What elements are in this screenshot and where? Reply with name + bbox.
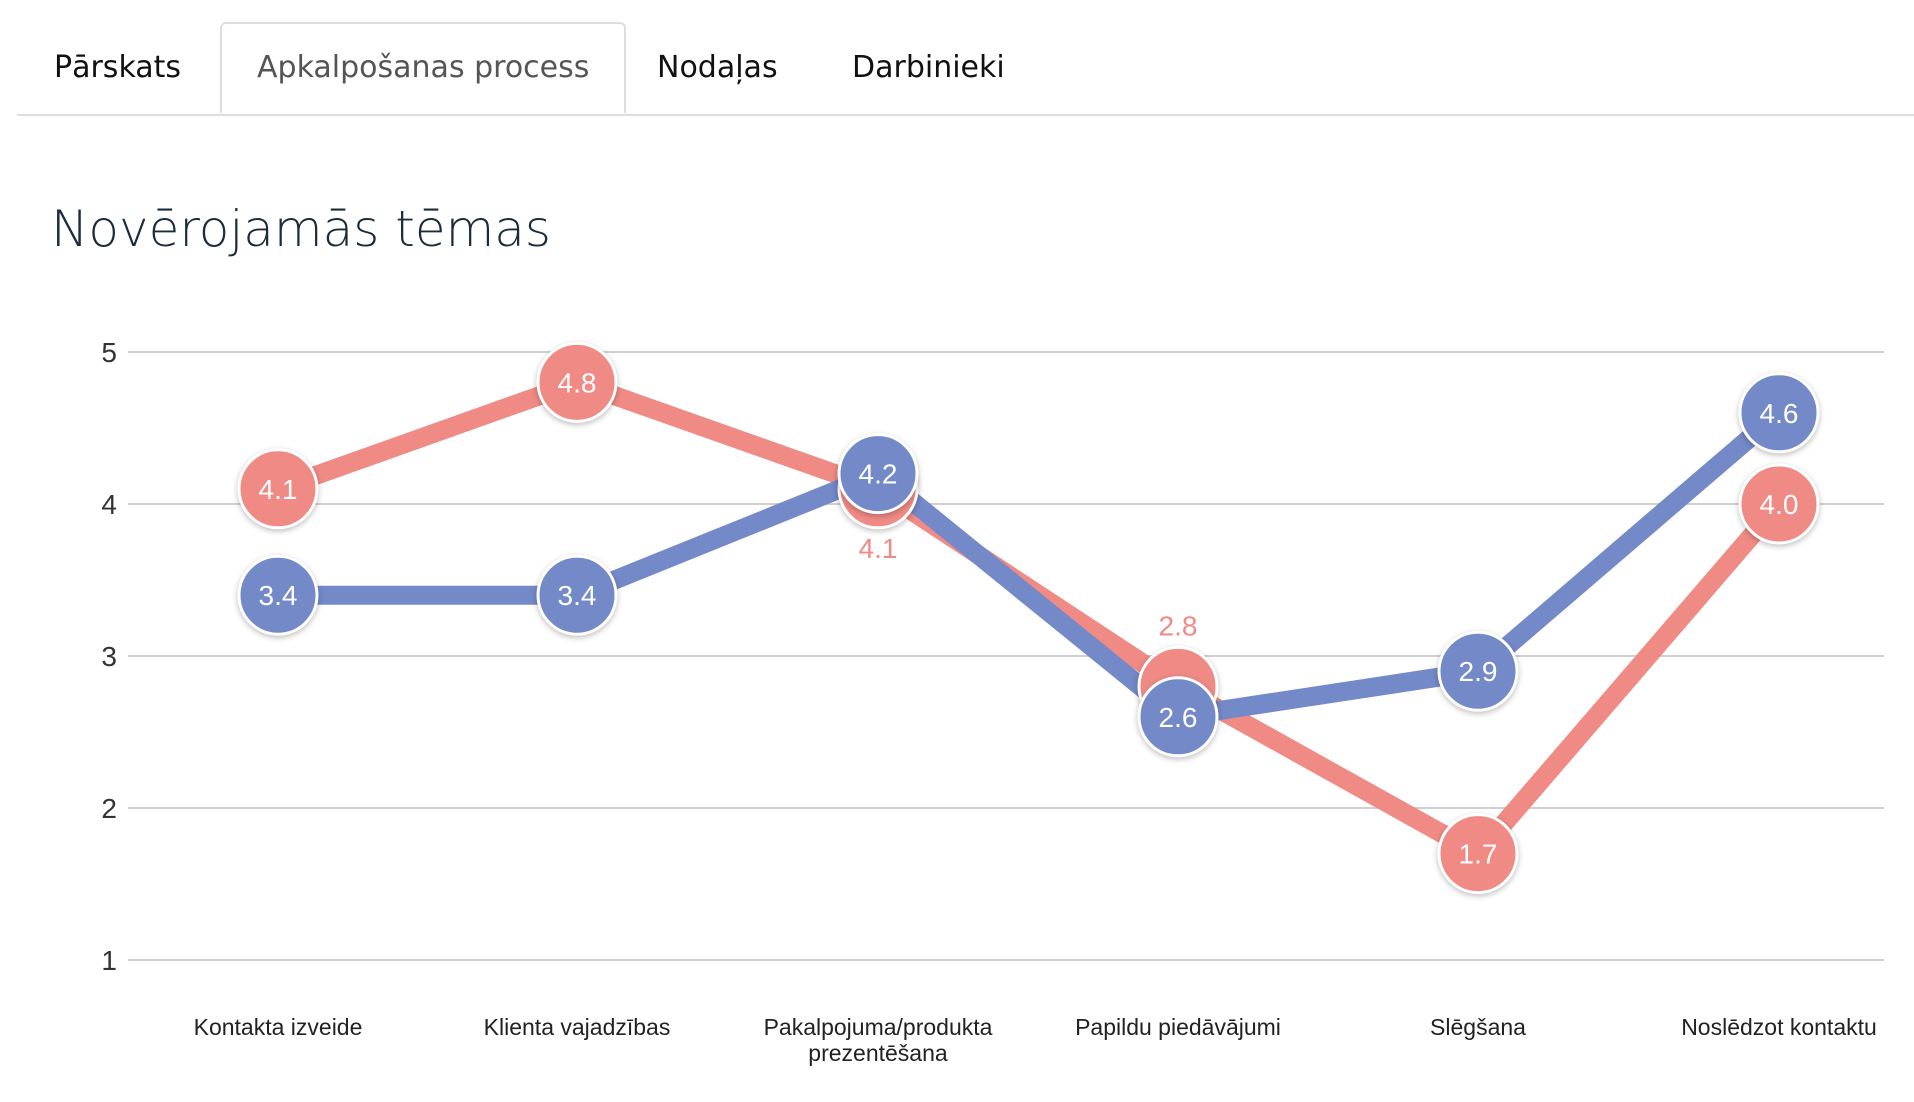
data-point <box>536 554 618 636</box>
x-tick-label: Slēgšana <box>1430 1014 1526 1040</box>
data-label: 4.8 <box>558 367 597 398</box>
chart-title: Novērojamās tēmas <box>51 200 551 258</box>
x-tick-label: Noslēdzot kontaktu <box>1681 1014 1877 1040</box>
data-label: 2.8 <box>1159 610 1198 641</box>
x-tick-label: Pakalpojuma/produkta <box>764 1014 993 1040</box>
y-tick-label: 1 <box>101 945 117 976</box>
data-label: 1.7 <box>1459 839 1498 870</box>
y-tick-label: 4 <box>101 489 117 520</box>
y-tick-label: 3 <box>101 641 117 672</box>
data-label: 4.1 <box>859 533 898 564</box>
series-line-1 <box>278 405 1786 727</box>
data-point <box>237 448 319 530</box>
data-point <box>536 341 618 423</box>
tab-apkalposanas-process[interactable]: Apkalpošanas process <box>220 22 627 114</box>
tab-bar: Pārskats Apkalpošanas process Nodaļas Da… <box>17 0 1914 116</box>
y-tick-label: 5 <box>101 337 117 368</box>
x-tick-label: prezentēšana <box>808 1040 948 1066</box>
data-point <box>1437 630 1519 712</box>
y-tick-label: 2 <box>101 793 117 824</box>
data-point <box>837 433 919 515</box>
x-tick-label: Klienta vajadzības <box>484 1014 671 1040</box>
data-label: 2.9 <box>1459 656 1498 687</box>
data-label: 4.1 <box>259 474 298 505</box>
tab-nodalas[interactable]: Nodaļas <box>657 50 778 85</box>
data-label: 3.4 <box>259 580 298 611</box>
data-point <box>237 554 319 636</box>
x-tick-label: Papildu piedāvājumi <box>1075 1014 1281 1040</box>
data-point <box>1437 813 1519 895</box>
x-tick-label: Kontakta izveide <box>194 1014 363 1040</box>
data-label: 3.4 <box>558 580 597 611</box>
data-label: 2.6 <box>1159 702 1198 733</box>
tab-darbinieki[interactable]: Darbinieki <box>852 50 1005 85</box>
data-label: 4.2 <box>859 459 898 490</box>
data-point <box>1738 463 1820 545</box>
data-label: 4.0 <box>1760 489 1799 520</box>
data-label: 4.6 <box>1760 398 1799 429</box>
data-point <box>1738 372 1820 454</box>
data-point <box>1137 676 1219 758</box>
tab-parskats[interactable]: Pārskats <box>54 50 182 85</box>
